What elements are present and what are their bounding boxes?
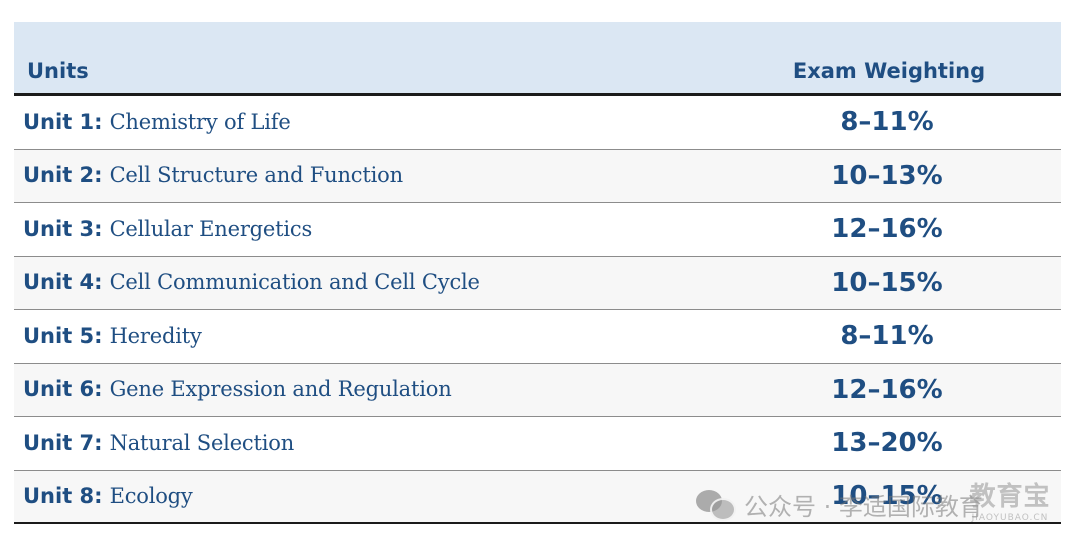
weighting-cell: 12–16% <box>831 374 943 405</box>
unit-title: Ecology <box>109 483 193 508</box>
exam-weighting-table: Units Exam Weighting Unit 1: Chemistry o… <box>14 22 1061 524</box>
unit-cell: Unit 5: Heredity <box>14 324 753 349</box>
unit-title: Chemistry of Life <box>109 109 291 134</box>
table-row: Unit 4: Cell Communication and Cell Cycl… <box>14 256 1061 310</box>
table-body: Unit 1: Chemistry of Life 8–11% Unit 2: … <box>14 96 1061 524</box>
unit-title: Cellular Energetics <box>109 216 313 241</box>
unit-cell: Unit 7: Natural Selection <box>14 431 753 456</box>
unit-title: Natural Selection <box>109 430 295 455</box>
header-exam-weighting: Exam Weighting <box>792 59 986 83</box>
wechat-icon <box>696 488 736 521</box>
table-row: Unit 5: Heredity 8–11% <box>14 310 1061 364</box>
weighting-cell: 8–11% <box>840 107 934 138</box>
unit-number: Unit 7: <box>23 430 103 455</box>
unit-cell: Unit 2: Cell Structure and Function <box>14 163 753 188</box>
watermark: 公众号 · 李适国际教育 <box>696 478 983 530</box>
weighting-cell: 10–15% <box>831 267 943 298</box>
unit-cell: Unit 1: Chemistry of Life <box>14 110 753 135</box>
unit-cell: Unit 3: Cellular Energetics <box>14 217 753 242</box>
unit-title: Cell Communication and Cell Cycle <box>109 270 480 295</box>
unit-number: Unit 2: <box>23 163 103 188</box>
weighting-cell: 8–11% <box>840 321 934 352</box>
table-row: Unit 6: Gene Expression and Regulation 1… <box>14 363 1061 417</box>
table-row: Unit 1: Chemistry of Life 8–11% <box>14 96 1061 150</box>
table-row: Unit 2: Cell Structure and Function 10–1… <box>14 149 1061 203</box>
unit-number: Unit 1: <box>23 109 103 134</box>
unit-title: Cell Structure and Function <box>109 163 404 188</box>
unit-cell: Unit 4: Cell Communication and Cell Cycl… <box>14 270 753 295</box>
unit-number: Unit 5: <box>23 323 103 348</box>
header-units: Units <box>27 59 89 83</box>
unit-title: Heredity <box>109 323 202 348</box>
unit-cell: Unit 6: Gene Expression and Regulation <box>14 377 753 402</box>
table-header: Units Exam Weighting <box>14 22 1061 96</box>
table-row: Unit 8: Ecology 10–15% <box>14 470 1061 524</box>
table-row: Unit 7: Natural Selection 13–20% <box>14 417 1061 471</box>
weighting-cell: 13–20% <box>831 428 943 459</box>
unit-number: Unit 4: <box>23 270 103 295</box>
unit-title: Gene Expression and Regulation <box>109 377 452 402</box>
table-row: Unit 3: Cellular Energetics 12–16% <box>14 203 1061 257</box>
weighting-cell: 10–13% <box>831 160 943 191</box>
watermark-text: 公众号 · 李适国际教育 <box>744 492 983 521</box>
watermark-brand-name: 教育宝 <box>969 482 1051 512</box>
unit-cell: Unit 8: Ecology <box>14 484 753 509</box>
weighting-cell: 10–15% <box>831 481 943 512</box>
unit-number: Unit 6: <box>23 377 103 402</box>
unit-number: Unit 3: <box>23 216 103 241</box>
unit-number: Unit 8: <box>23 483 103 508</box>
watermark-brand-url: JIAOYUBAO.CN <box>971 513 1049 523</box>
watermark-brand: 教育宝 JIAOYUBAO.CN <box>958 482 1062 524</box>
weighting-cell: 12–16% <box>831 214 943 245</box>
